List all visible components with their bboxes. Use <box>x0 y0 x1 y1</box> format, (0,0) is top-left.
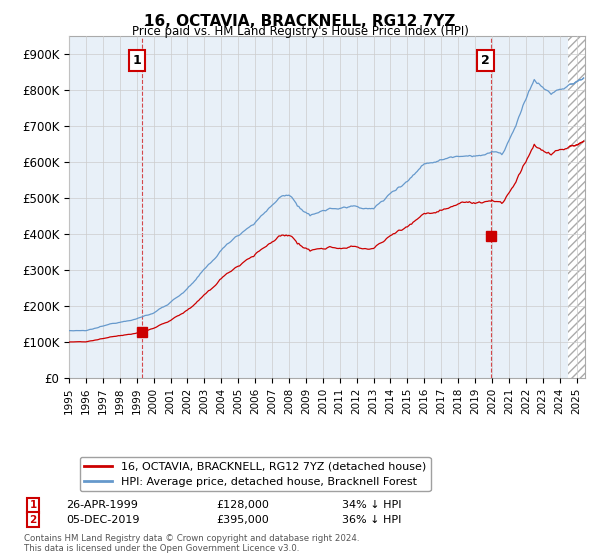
Text: 36% ↓ HPI: 36% ↓ HPI <box>342 515 401 525</box>
Text: 05-DEC-2019: 05-DEC-2019 <box>66 515 139 525</box>
Text: Price paid vs. HM Land Registry's House Price Index (HPI): Price paid vs. HM Land Registry's House … <box>131 25 469 38</box>
Text: 26-APR-1999: 26-APR-1999 <box>66 500 138 510</box>
Text: £128,000: £128,000 <box>216 500 269 510</box>
Legend: 16, OCTAVIA, BRACKNELL, RG12 7YZ (detached house), HPI: Average price, detached : 16, OCTAVIA, BRACKNELL, RG12 7YZ (detach… <box>80 457 431 492</box>
Text: 16, OCTAVIA, BRACKNELL, RG12 7YZ: 16, OCTAVIA, BRACKNELL, RG12 7YZ <box>145 14 455 29</box>
Text: 2: 2 <box>481 54 490 67</box>
Text: Contains HM Land Registry data © Crown copyright and database right 2024.
This d: Contains HM Land Registry data © Crown c… <box>24 534 359 553</box>
Text: 1: 1 <box>133 54 142 67</box>
Bar <box>568 36 600 378</box>
Text: 2: 2 <box>29 515 37 525</box>
Text: 1: 1 <box>29 500 37 510</box>
Text: £395,000: £395,000 <box>216 515 269 525</box>
Text: 34% ↓ HPI: 34% ↓ HPI <box>342 500 401 510</box>
